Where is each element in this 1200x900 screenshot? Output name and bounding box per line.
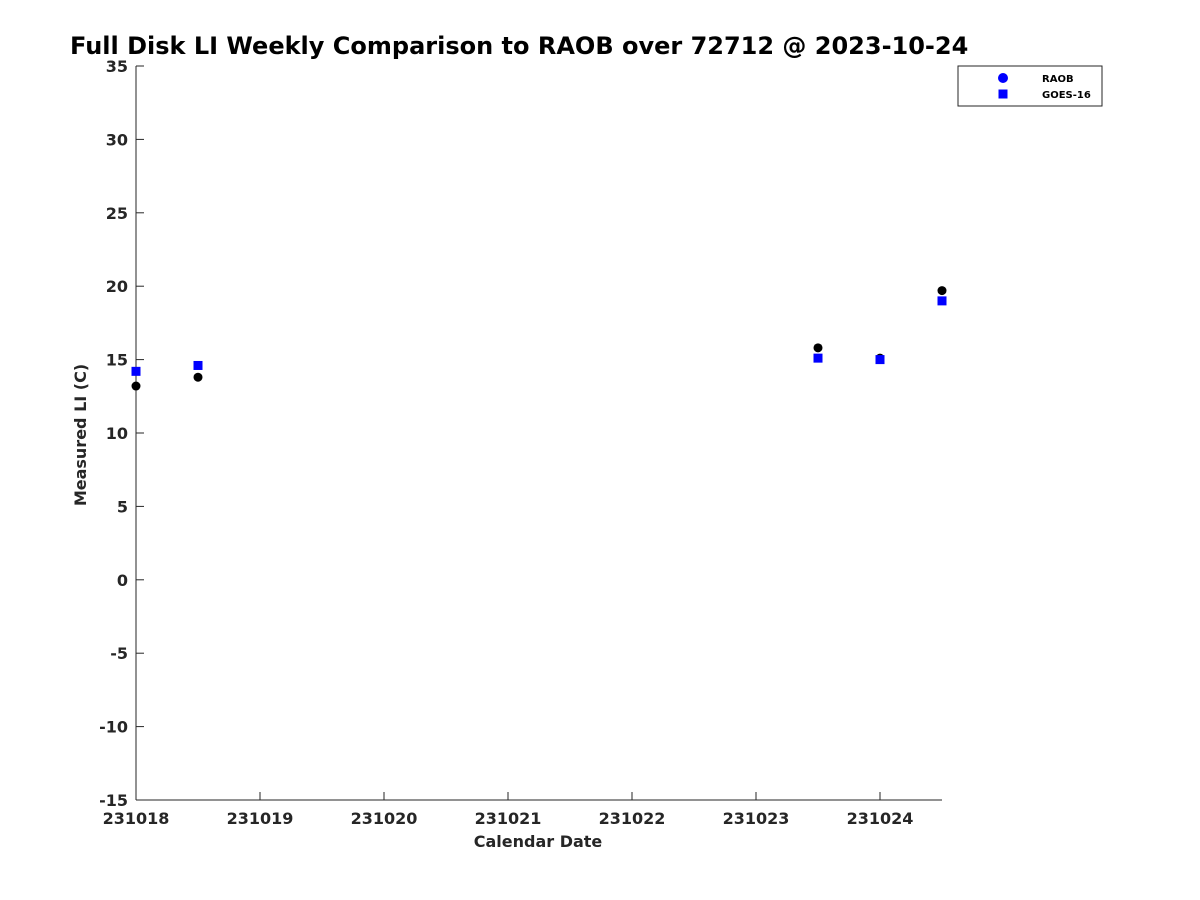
x-tick-label: 231018 <box>103 809 170 828</box>
goes-16-point <box>193 360 203 370</box>
axes <box>135 66 942 801</box>
data-points <box>131 286 947 391</box>
y-tick-label: 10 <box>106 424 128 443</box>
x-ticks: 231018 231019 231020 231021 231022 231023 2310… <box>103 792 914 828</box>
goes-16-point <box>875 355 885 365</box>
y-ticks: 35 30 25 20 15 10 5 0 -5 -10 -15 <box>99 57 144 810</box>
legend-raob-label: RAOB <box>1042 74 1074 85</box>
y-tick-label: -5 <box>110 644 128 663</box>
y-axis-label: Measured LI (C) <box>71 364 90 506</box>
raob-point <box>813 343 823 353</box>
legend-raob-marker <box>998 73 1008 83</box>
x-tick-label: 231023 <box>723 809 790 828</box>
y-tick-label: -10 <box>99 718 128 737</box>
chart-title: Full Disk LI Weekly Comparison to RAOB o… <box>70 32 968 60</box>
legend-items: RAOB GOES-16 <box>998 73 1091 101</box>
raob-point <box>937 286 947 296</box>
goes-16-point <box>813 353 823 363</box>
y-tick-label: 20 <box>106 277 128 296</box>
x-tick-label: 231020 <box>351 809 418 828</box>
x-tick-label: 231019 <box>227 809 294 828</box>
y-tick-label: 35 <box>106 57 128 76</box>
legend-goes-16-marker <box>998 89 1008 99</box>
y-tick-label: 0 <box>117 571 128 590</box>
y-tick-label: -15 <box>99 791 128 810</box>
x-tick-label: 231024 <box>847 809 914 828</box>
legend-box <box>957 65 1103 107</box>
y-tick-label: 30 <box>106 130 128 149</box>
x-axis-label: Calendar Date <box>474 832 603 851</box>
raob-point <box>131 381 141 391</box>
goes-16-point <box>131 366 141 376</box>
y-tick-label: 15 <box>106 351 128 370</box>
goes-16-point <box>937 296 947 306</box>
x-tick-label: 231021 <box>475 809 542 828</box>
x-tick-label: 231022 <box>599 809 666 828</box>
y-tick-label: 25 <box>106 204 128 223</box>
legend-goes-16-label: GOES-16 <box>1042 90 1091 101</box>
raob-point <box>193 372 203 382</box>
y-tick-label: 5 <box>117 497 128 516</box>
legend: RAOB GOES-16 <box>957 65 1103 107</box>
